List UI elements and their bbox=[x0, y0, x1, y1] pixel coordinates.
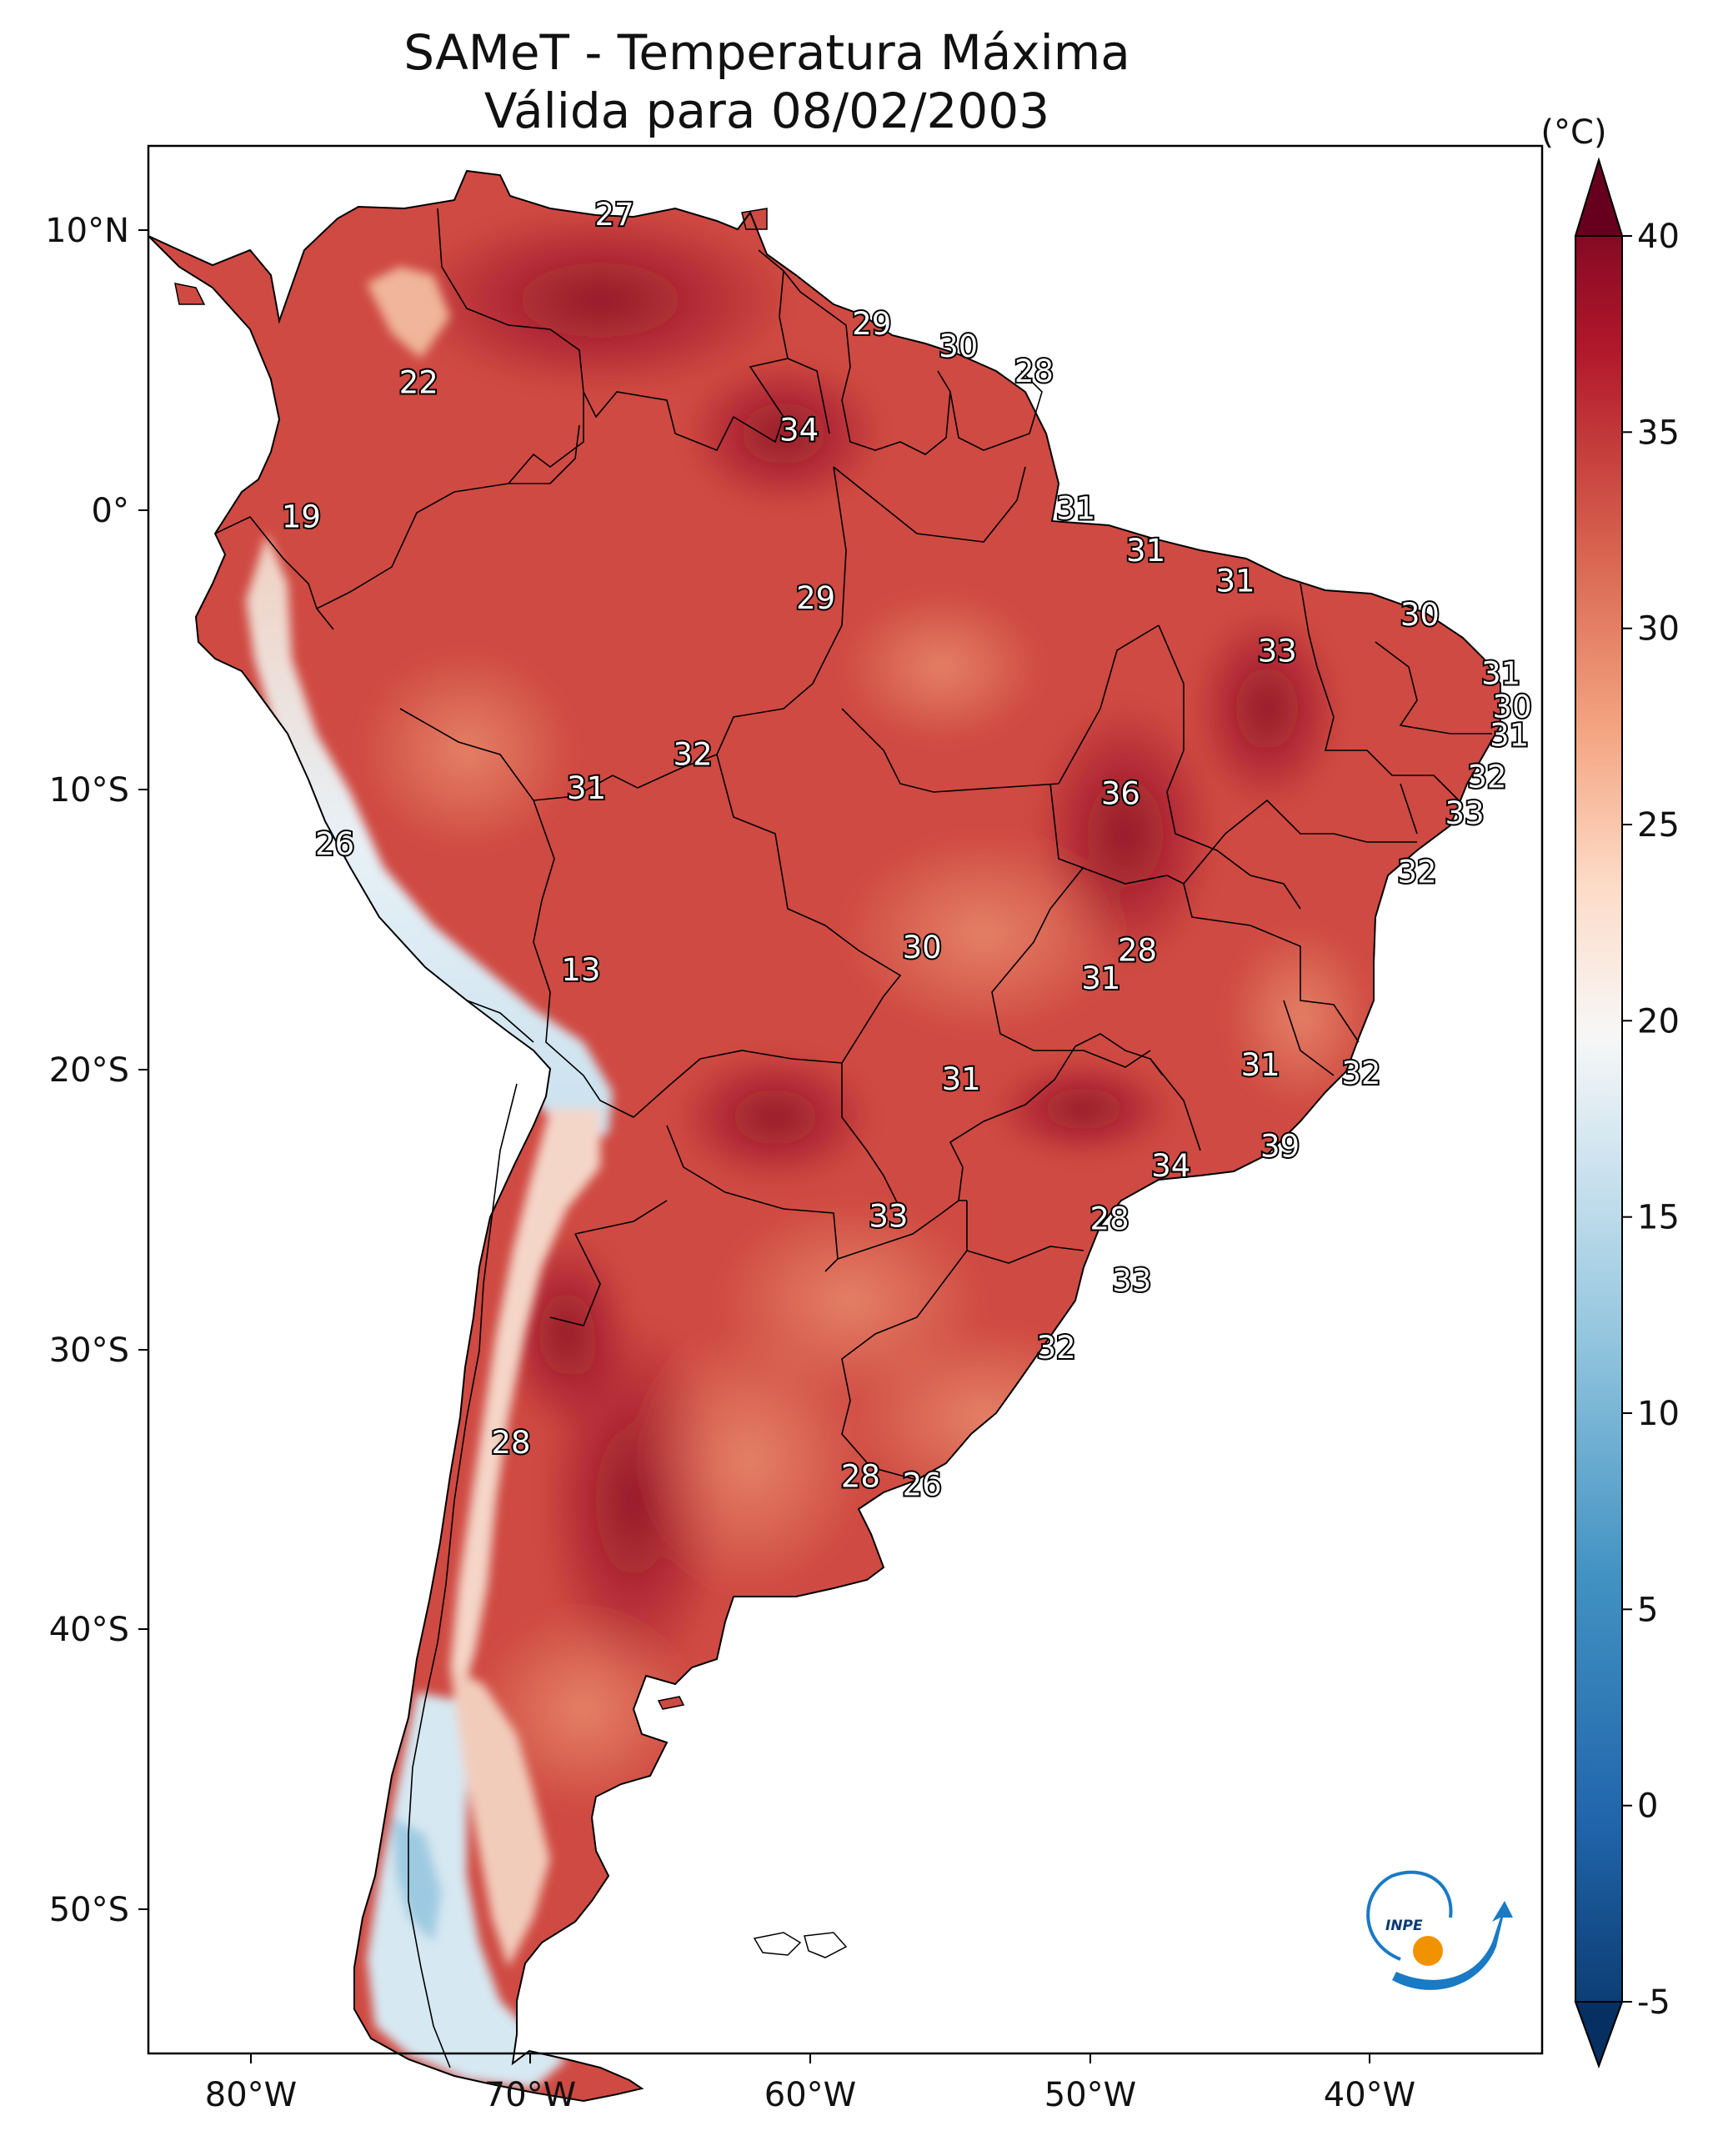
map-frame bbox=[147, 144, 1544, 2055]
colorbar-body bbox=[1575, 157, 1623, 2068]
lon-tick-80w: 80°W bbox=[205, 2076, 297, 2114]
station-value: 33 bbox=[1112, 1263, 1151, 1299]
station-value: 36 bbox=[1101, 776, 1140, 812]
lon-tick-70w: 70°W bbox=[484, 2076, 576, 2114]
station-value: 31 bbox=[942, 1061, 981, 1097]
title-line-1: SAMeT - Temperatura Máxima bbox=[403, 24, 1130, 81]
lon-axis: 80°W 70°W 60°W 50°W 40°W bbox=[205, 2053, 1415, 2114]
lon-tick-60w: 60°W bbox=[764, 2076, 856, 2114]
station-value: 28 bbox=[491, 1425, 530, 1461]
lat-tick-20s: 20°S bbox=[49, 1051, 129, 1090]
station-value: 32 bbox=[1341, 1055, 1380, 1091]
station-value: 31 bbox=[1056, 491, 1095, 527]
station-value: 33 bbox=[1445, 795, 1485, 831]
continent-outline bbox=[148, 169, 1501, 2103]
station-value: 31 bbox=[1126, 533, 1165, 569]
station-value: 19 bbox=[282, 499, 321, 535]
borders bbox=[214, 208, 1492, 2068]
colorbar-tick-label: 20 bbox=[1637, 1002, 1680, 1040]
lon-tick-40w: 40°W bbox=[1324, 2076, 1415, 2114]
station-value: 31 bbox=[1081, 960, 1120, 996]
station-value: 27 bbox=[595, 197, 634, 233]
map-title: SAMeT - Temperatura Máxima Válida para 0… bbox=[0, 23, 1534, 140]
station-value: 32 bbox=[1467, 760, 1506, 795]
station-value: 30 bbox=[939, 328, 978, 364]
station-value: 34 bbox=[779, 413, 819, 449]
colorbar-tick-label: 15 bbox=[1637, 1199, 1680, 1237]
station-value: 31 bbox=[567, 770, 606, 806]
colorbar-tick-label: 40 bbox=[1637, 218, 1680, 256]
inpe-logo-text: INPE bbox=[1385, 1918, 1423, 1934]
station-value: 31 bbox=[1215, 564, 1255, 599]
colorbar-tick-label: 35 bbox=[1637, 414, 1680, 452]
lat-tick-50s: 50°S bbox=[49, 1891, 129, 1929]
lat-tick-40s: 40°S bbox=[49, 1611, 129, 1649]
lat-tick-10n: 10°N bbox=[45, 212, 129, 250]
inpe-logo: INPE bbox=[1366, 1870, 1513, 1990]
station-value: 28 bbox=[1014, 353, 1054, 389]
station-value: 30 bbox=[903, 930, 942, 965]
station-value: 28 bbox=[1118, 933, 1157, 969]
colorbar-tick-label: 25 bbox=[1637, 806, 1680, 845]
station-value: 28 bbox=[1089, 1201, 1129, 1237]
station-value: 22 bbox=[399, 365, 438, 401]
station-value: 32 bbox=[674, 737, 713, 773]
station-value: 29 bbox=[852, 306, 891, 342]
falkland-islands bbox=[753, 1932, 848, 1958]
station-value: 29 bbox=[796, 580, 835, 616]
station-value: 34 bbox=[1151, 1148, 1190, 1184]
station-value: 26 bbox=[903, 1467, 942, 1502]
lat-tick-30s: 30°S bbox=[49, 1331, 129, 1370]
colorbar: (°C) 40 35 30 25 20 15 10 5 0 -5 bbox=[1540, 113, 1680, 2068]
station-value: 33 bbox=[1258, 634, 1297, 669]
lat-axis: 10°N 0° 10°S 20°S 30°S 40°S 50°S bbox=[45, 212, 148, 1929]
colorbar-tick-label: 0 bbox=[1637, 1787, 1658, 1826]
station-value: 31 bbox=[1490, 717, 1529, 753]
colorbar-tick-label: 10 bbox=[1637, 1395, 1680, 1433]
station-value: 28 bbox=[841, 1458, 880, 1494]
station-value: 26 bbox=[315, 826, 354, 862]
station-value: 31 bbox=[1241, 1047, 1280, 1083]
colorbar-tick-label: 30 bbox=[1637, 610, 1680, 649]
station-value: 30 bbox=[1493, 689, 1532, 725]
lat-tick-10s: 10°S bbox=[49, 771, 129, 810]
colorbar-tick-label: 5 bbox=[1637, 1591, 1658, 1629]
colorbar-unit: (°C) bbox=[1540, 113, 1606, 152]
station-value: 32 bbox=[1037, 1330, 1076, 1366]
station-value: 32 bbox=[1397, 855, 1436, 890]
station-value: 31 bbox=[1481, 655, 1520, 691]
station-value: 33 bbox=[869, 1198, 908, 1234]
station-value: 30 bbox=[1400, 597, 1440, 633]
station-value: 13 bbox=[561, 952, 600, 988]
lon-tick-50w: 50°W bbox=[1044, 2076, 1136, 2114]
colorbar-ticks: 40 35 30 25 20 15 10 5 0 -5 bbox=[1622, 218, 1680, 2022]
colorbar-tick-label: -5 bbox=[1637, 1983, 1670, 2022]
islands bbox=[174, 208, 768, 1710]
lat-tick-0: 0° bbox=[92, 492, 129, 530]
station-value: 39 bbox=[1260, 1128, 1300, 1164]
title-line-2: Válida para 08/02/2003 bbox=[483, 83, 1050, 139]
